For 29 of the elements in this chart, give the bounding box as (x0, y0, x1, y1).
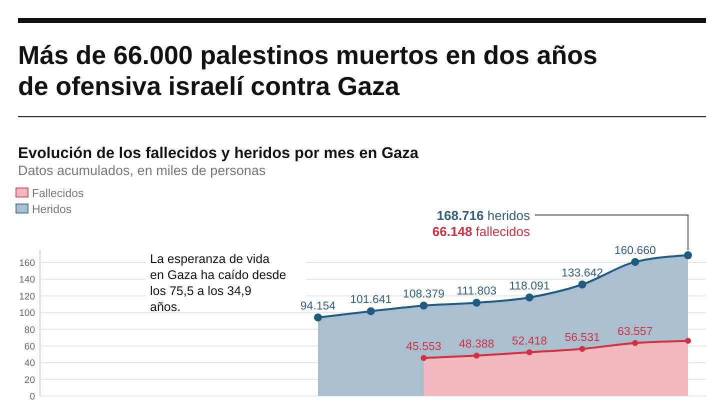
chart-subtitle: Evolución de los fallecidos y heridos por mes en Gaza (18, 145, 419, 162)
chart-title: Más de 66.000 palestinos muertos en dos años de ofensiva israelí contra Gaza (18, 40, 598, 101)
text: La esperanza de vida en Gaza ha caído desde los 75,5 a los 34,9 años. (150, 252, 286, 314)
data-label: 101.641 (350, 294, 392, 306)
y-tick-label: 160 (19, 258, 35, 270)
legend-label: Heridos (32, 204, 72, 216)
y-tick-label: 120 (19, 291, 35, 302)
text: 66.148 fallecidos (432, 224, 530, 239)
text: Datos acumulados, en miles de personas (18, 163, 266, 178)
data-label: 63.557 (618, 326, 653, 338)
data-label: 94.154 (300, 300, 336, 312)
y-tick-label: 100 (19, 308, 35, 320)
data-label: 111.803 (456, 286, 497, 298)
y-tick-label: 140 (19, 274, 35, 286)
data-label: 133.642 (561, 268, 604, 280)
data-label: 108.379 (402, 288, 445, 301)
y-tick-label: 20 (24, 374, 35, 386)
data-label: 160.660 (614, 244, 656, 257)
data-label: 48.388 (458, 338, 494, 351)
y-tick-label: 80 (24, 324, 35, 336)
text: 168.716 heridos (436, 208, 530, 223)
legend-label: Fallecidos (32, 188, 84, 200)
data-label: 118.091 (509, 280, 550, 292)
y-tick-label: 40 (24, 358, 35, 370)
data-label: 52.418 (512, 335, 548, 348)
y-tick-label: 0 (30, 392, 35, 402)
data-label: 45.553 (406, 340, 442, 353)
data-label: 56.531 (564, 332, 600, 344)
y-tick-label: 60 (24, 341, 35, 352)
